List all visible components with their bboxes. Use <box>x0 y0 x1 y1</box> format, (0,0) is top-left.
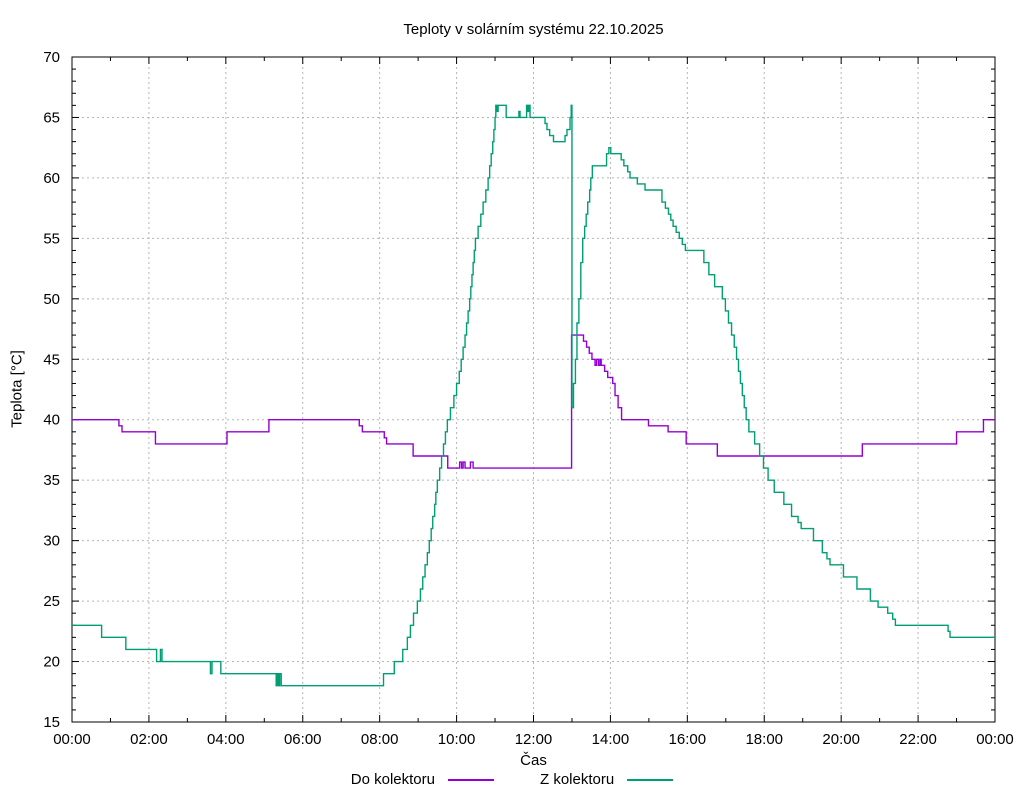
chart-title: Teploty v solárním systému 22.10.2025 <box>403 21 664 38</box>
legend-line-swatch-do-kolektoru <box>448 778 494 781</box>
y-tick-label: 60 <box>43 170 60 187</box>
legend: Do kolektoru Z kolektoru <box>0 771 1024 788</box>
legend-label-z-kolektoru: Z kolektoru <box>540 771 615 788</box>
y-tick-label: 20 <box>43 654 60 671</box>
legend-line-swatch-z-kolektoru <box>627 778 674 781</box>
series-line-1 <box>72 104 995 687</box>
y-tick-label: 30 <box>43 533 60 550</box>
y-tick-label: 45 <box>43 351 60 368</box>
y-tick-label: 65 <box>43 109 60 126</box>
x-tick-label: 18:00 <box>745 731 783 748</box>
series-line-0 <box>72 334 995 469</box>
y-tick-label: 55 <box>43 230 60 247</box>
legend-item-z-kolektoru: Z kolektoru <box>540 771 674 788</box>
y-tick-label: 40 <box>43 412 60 429</box>
x-tick-label: 04:00 <box>207 731 245 748</box>
x-tick-label: 10:00 <box>438 731 476 748</box>
x-axis-label: Čas <box>520 752 547 769</box>
legend-item-do-kolektoru: Do kolektoru <box>351 771 494 788</box>
y-tick-label: 35 <box>43 472 60 489</box>
plot-border <box>71 56 996 723</box>
x-tick-label: 16:00 <box>669 731 707 748</box>
y-tick-label: 70 <box>43 49 60 66</box>
x-tick-label: 00:00 <box>976 731 1014 748</box>
y-tick-label: 15 <box>43 714 60 731</box>
x-tick-label: 08:00 <box>361 731 399 748</box>
x-tick-label: 12:00 <box>515 731 553 748</box>
legend-label-do-kolektoru: Do kolektoru <box>350 771 435 788</box>
x-tick-label: 14:00 <box>592 731 630 748</box>
x-tick-label: 02:00 <box>130 731 168 748</box>
x-tick-label: 06:00 <box>284 731 322 748</box>
y-tick-label: 50 <box>43 291 60 308</box>
x-tick-label: 20:00 <box>822 731 860 748</box>
x-tick-label: 00:00 <box>53 731 91 748</box>
x-tick-label: 22:00 <box>899 731 937 748</box>
y-tick-label: 25 <box>43 593 60 610</box>
